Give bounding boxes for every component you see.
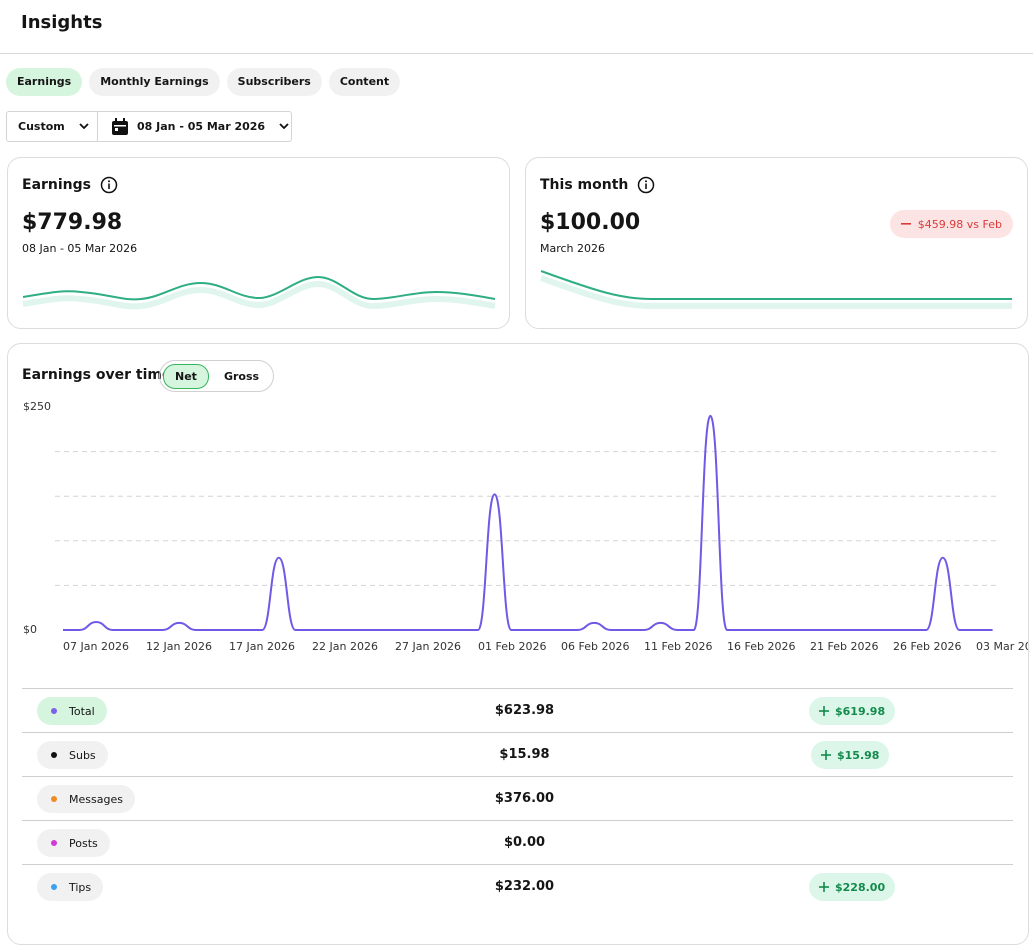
series-dot <box>51 708 57 714</box>
calendar-icon <box>112 117 128 135</box>
month-card: This month $100.00 March 2026 $459.98 vs… <box>525 157 1028 329</box>
breakdown-row: Posts $0.00 <box>22 820 1013 865</box>
toggle-option[interactable]: Net <box>163 363 209 389</box>
breakdown-row: Total $623.98 $619.98 <box>22 688 1013 733</box>
series-name: Subs <box>69 748 96 762</box>
change-text: $459.98 vs Feb <box>917 217 1002 231</box>
change-badge: $228.00 <box>809 873 896 901</box>
amount: $15.98 <box>499 747 550 762</box>
x-tick-label: 01 Feb 2026 <box>478 640 546 653</box>
x-tick-label: 17 Jan 2026 <box>229 640 295 653</box>
change-text: $15.98 <box>837 748 880 762</box>
x-tick-label: 03 Mar 2026 <box>976 640 1028 653</box>
amount: $232.00 <box>494 879 555 894</box>
sparkline <box>22 275 496 310</box>
x-tick-label: 22 Jan 2026 <box>312 640 378 653</box>
x-tick-label: 11 Feb 2026 <box>644 640 712 653</box>
plus-icon <box>819 706 829 716</box>
sparkline <box>539 270 1012 309</box>
breakdown-row: Subs $15.98 $15.98 <box>22 732 1013 777</box>
plus-icon <box>819 882 829 892</box>
x-tick-label: 12 Jan 2026 <box>146 640 212 653</box>
x-tick-label: 21 Feb 2026 <box>810 640 878 653</box>
plus-icon <box>821 750 831 760</box>
series-name: Messages <box>69 792 123 806</box>
x-tick-label: 16 Feb 2026 <box>727 640 795 653</box>
date-select[interactable]: 08 Jan - 05 Mar 2026 <box>98 112 291 141</box>
x-tick-label: 26 Feb 2026 <box>893 640 961 653</box>
card-value: $779.98 <box>22 210 123 235</box>
x-tick-label: 06 Feb 2026 <box>561 640 629 653</box>
tab[interactable]: Earnings <box>6 68 83 96</box>
change-text: $228.00 <box>835 880 886 894</box>
minus-icon <box>900 223 911 225</box>
tab[interactable]: Subscribers <box>226 68 322 96</box>
series-dot <box>51 840 57 846</box>
chevron <box>79 123 89 130</box>
change-text: $619.98 <box>835 704 886 718</box>
date-label: 08 Jan - 05 Mar 2026 <box>137 120 266 133</box>
net-gross-toggle: Net Gross <box>159 360 275 392</box>
card-title: Earnings <box>22 176 118 194</box>
info-icon[interactable] <box>637 176 655 194</box>
header: Insights <box>0 0 1033 54</box>
x-tick-label: 07 Jan 2026 <box>63 640 129 653</box>
change-badge: $459.98 vs Feb <box>889 210 1013 238</box>
amount: $0.00 <box>503 835 546 850</box>
series-pill[interactable]: Total <box>37 697 107 725</box>
chart-title: Earnings over time <box>22 367 172 383</box>
card-title: This month <box>540 176 655 194</box>
earnings-card: Earnings $779.98 08 Jan - 05 Mar 2026 <box>7 157 510 329</box>
page-title: Insights <box>21 12 103 33</box>
toggle-option[interactable]: Gross <box>223 369 260 383</box>
amount: $623.98 <box>494 703 555 718</box>
range-label: Custom <box>18 120 65 133</box>
range-select[interactable]: Custom <box>7 112 98 141</box>
chevron <box>279 123 289 130</box>
card-value: $100.00 <box>540 210 641 235</box>
series-dot <box>51 884 57 890</box>
card-period: March 2026 <box>540 242 606 255</box>
series-name: Total <box>69 704 95 718</box>
filter-bar: Custom 08 Jan - 05 Mar 2026 <box>6 111 292 142</box>
breakdown-row: Tips $232.00 $228.00 <box>22 864 1013 909</box>
breakdown-row: Messages $376.00 <box>22 776 1013 821</box>
series-pill[interactable]: Tips <box>37 873 104 901</box>
series-name: Tips <box>69 880 92 894</box>
tab[interactable]: Monthly Earnings <box>89 68 220 96</box>
card-period: 08 Jan - 05 Mar 2026 <box>22 242 138 255</box>
chart: $0 $250 07 Jan 2026 12 Jan 2026 17 Jan 2026 2… <box>23 400 1028 653</box>
earnings-over-time-card: $0 $250 07 Jan 2026 12 Jan 2026 17 Jan 2026 2… <box>7 343 1029 945</box>
earnings-line <box>62 414 993 631</box>
series-name: Posts <box>69 836 98 850</box>
tab-bar: Earnings Monthly Earnings Subscribers Conte… <box>6 68 401 96</box>
y-tick-label: $0 <box>23 623 37 636</box>
change-badge: $619.98 <box>809 697 896 725</box>
info-icon[interactable] <box>100 176 118 194</box>
change-badge: $15.98 <box>811 741 890 769</box>
card-title-text: Earnings <box>22 177 92 193</box>
amount: $376.00 <box>494 791 555 806</box>
series-pill[interactable]: Messages <box>37 785 135 813</box>
y-tick-label: $250 <box>23 400 51 413</box>
x-tick-label: 27 Jan 2026 <box>395 640 461 653</box>
tab[interactable]: Content <box>328 68 401 96</box>
card-title-text: This month <box>540 177 629 193</box>
series-dot <box>51 752 57 758</box>
series-pill[interactable]: Posts <box>37 829 110 857</box>
series-pill[interactable]: Subs <box>37 741 108 769</box>
series-dot <box>51 796 57 802</box>
